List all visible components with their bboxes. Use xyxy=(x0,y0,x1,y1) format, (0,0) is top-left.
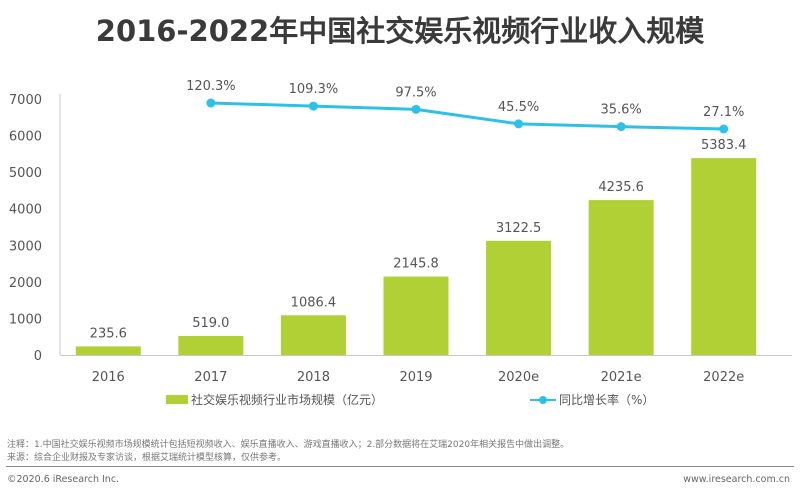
note-text: 注释：1.中国社交娱乐视频市场规模统计包括短视频收入、娱乐直播收入、游戏直播收入… xyxy=(7,440,570,450)
legend-bar: 社交娱乐视频行业市场规模（亿元） xyxy=(166,391,383,408)
bar xyxy=(486,240,552,355)
x-tick-label: 2022e xyxy=(703,370,744,385)
y-tick-label: 1000 xyxy=(9,312,42,327)
x-tick-label: 2016 xyxy=(92,370,125,385)
growth-point xyxy=(411,104,421,114)
legend-bar-swatch xyxy=(166,395,188,404)
x-tick-label: 2018 xyxy=(297,370,330,385)
legend-line-swatch xyxy=(530,395,556,405)
website-link[interactable]: www.iresearch.com.cn xyxy=(683,474,790,485)
y-tick-label: 5000 xyxy=(9,166,42,181)
source-text: 来源：综合企业财报及专家访谈，根据艾瑞统计模型核算，仅供参考。 xyxy=(7,453,287,463)
bar xyxy=(691,158,757,355)
notes: 注释：1.中国社交娱乐视频市场规模统计包括短视频收入、娱乐直播收入、游戏直播收入… xyxy=(7,439,569,465)
growth-point xyxy=(719,124,729,134)
growth-point xyxy=(616,122,626,132)
bar xyxy=(75,346,141,355)
line-series: 120.3% 109.3% 97.5% 45.5% 35.6% 27.1% xyxy=(186,79,744,134)
y-tick-label: 3000 xyxy=(9,239,42,254)
x-axis: 2016 2017 2018 2019 2020e 2021e 2022e xyxy=(60,355,792,385)
x-tick-label: 2021e xyxy=(601,370,642,385)
y-tick-label: 6000 xyxy=(9,130,42,145)
legend-line: 同比增长率（%） xyxy=(530,391,654,408)
copyright: ©2020.6 iResearch Inc. xyxy=(7,474,120,485)
bar-value-label: 2145.8 xyxy=(393,257,439,272)
x-tick-label: 2020e xyxy=(498,370,539,385)
growth-value-label: 97.5% xyxy=(395,85,436,100)
growth-value-label: 27.1% xyxy=(703,105,744,120)
bar-value-label: 235.6 xyxy=(90,326,127,341)
y-tick-label: 0 xyxy=(34,349,42,364)
growth-value-label: 35.6% xyxy=(600,103,641,118)
footer-divider xyxy=(6,466,794,467)
bar-series: 235.6 519.0 1086.4 2145.8 3122.5 4235.6 5383.4 xyxy=(75,138,757,355)
bar xyxy=(383,276,449,355)
bar-value-label: 4235.6 xyxy=(598,180,644,195)
y-tick-label: 4000 xyxy=(9,203,42,218)
bar xyxy=(178,336,244,355)
growth-value-label: 45.5% xyxy=(498,100,539,115)
y-tick-label: 2000 xyxy=(9,276,42,291)
bar-value-label: 1086.4 xyxy=(291,295,337,310)
growth-point xyxy=(206,98,216,108)
bar-value-label: 5383.4 xyxy=(701,138,747,153)
bar-value-label: 519.0 xyxy=(192,316,229,331)
growth-line xyxy=(210,101,724,131)
growth-value-label: 109.3% xyxy=(289,82,339,97)
growth-point xyxy=(514,119,524,129)
y-tick-label: 7000 xyxy=(9,93,42,108)
y-axis: 0 1000 2000 3000 4000 5000 6000 7000 xyxy=(9,93,61,364)
growth-value-label: 120.3% xyxy=(186,79,236,94)
legend-bar-label: 社交娱乐视频行业市场规模（亿元） xyxy=(191,393,384,407)
legend-line-label: 同比增长率（%） xyxy=(559,393,655,407)
chart-title: 2016-2022年中国社交娱乐视频行业收入规模 xyxy=(95,14,705,48)
growth-point xyxy=(308,101,318,111)
bar xyxy=(588,200,654,355)
x-tick-label: 2017 xyxy=(194,370,227,385)
x-tick-label: 2019 xyxy=(399,370,432,385)
bar-value-label: 3122.5 xyxy=(496,221,542,236)
bar xyxy=(280,315,346,355)
